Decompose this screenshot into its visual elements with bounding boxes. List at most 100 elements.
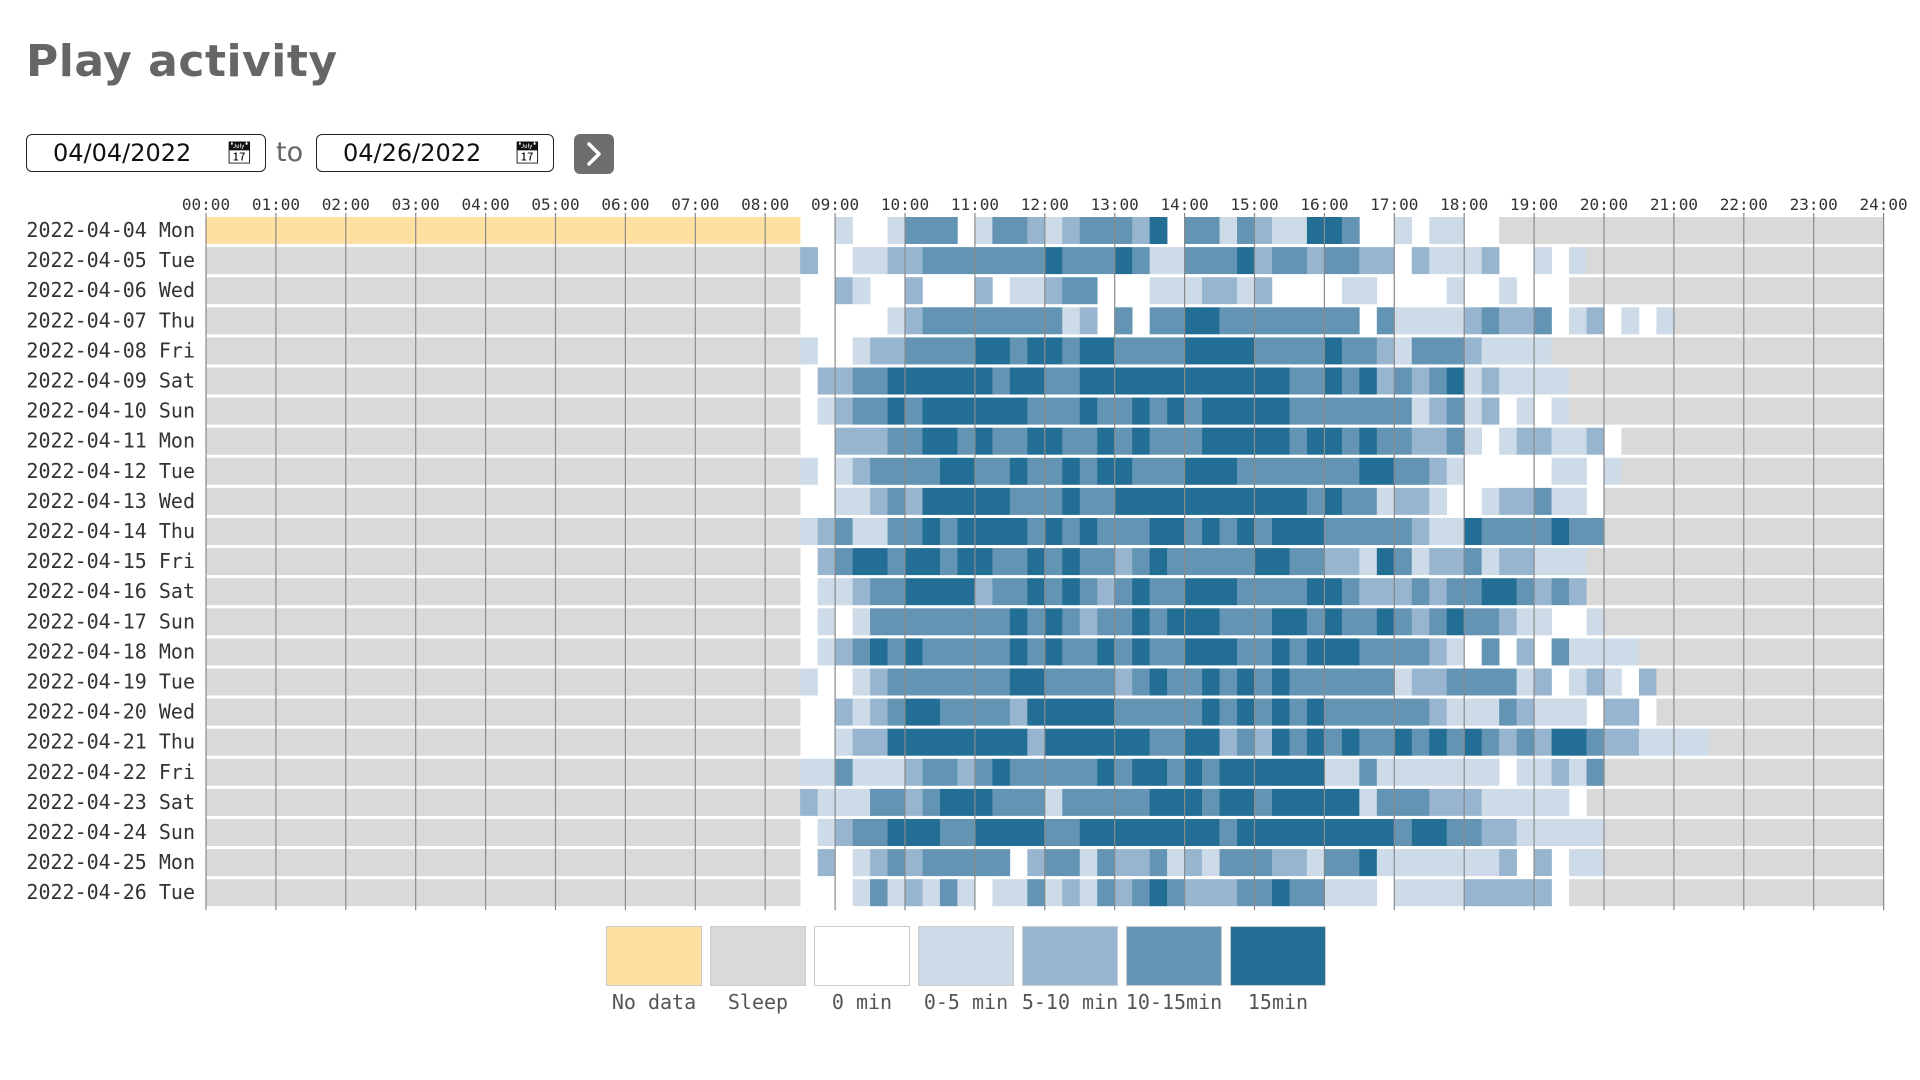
heatmap-cell [817, 788, 871, 816]
heatmap-cell [817, 638, 836, 666]
heatmap-cell [1534, 668, 1552, 696]
heatmap-cell [905, 307, 923, 335]
heatmap-cell [1464, 518, 1482, 545]
heatmap-cell [1062, 217, 1081, 244]
heatmap-cell [1044, 728, 1150, 756]
heatmap-cell [817, 608, 836, 636]
heatmap-cell [1464, 548, 1482, 576]
heatmap-cell [1534, 487, 1552, 515]
heatmap-cell [1429, 397, 1448, 425]
heatmap-cell [887, 397, 906, 425]
legend-item: No data [602, 926, 706, 1014]
heatmap-cell [1324, 367, 1343, 395]
end-date-input[interactable]: 04/26/2022 📅︎ [316, 134, 554, 172]
heatmap-cell [974, 217, 993, 244]
heatmap-cell [905, 698, 941, 726]
heatmap-cell [887, 487, 906, 515]
heatmap-cell [1394, 608, 1413, 636]
heatmap-cell [1027, 698, 1115, 726]
row-label: 2022-04-13 Wed [26, 489, 195, 513]
heatmap-cell [1149, 879, 1168, 907]
heatmap-cell [1027, 608, 1046, 636]
heatmap-cell [1079, 457, 1098, 485]
heatmap-cell [922, 849, 1011, 877]
heatmap-cell [1271, 638, 1290, 666]
heatmap-cell [1569, 367, 1884, 395]
heatmap-cell [1551, 457, 1587, 485]
heatmap-cell [1586, 728, 1605, 756]
heatmap-cell [1202, 788, 1220, 816]
apply-range-button[interactable] [574, 134, 614, 174]
heatmap-cell [206, 427, 801, 455]
x-tick-label: 24:00 [1860, 195, 1908, 214]
heatmap-cell [939, 819, 976, 846]
heatmap-cell [206, 879, 801, 907]
heatmap-cell [1044, 367, 1081, 395]
heatmap-cell [1149, 728, 1185, 756]
heatmap-cell [1184, 307, 1220, 335]
x-tick-label: 22:00 [1720, 195, 1768, 214]
heatmap-cell [1167, 879, 1185, 907]
heatmap-cell [206, 819, 801, 846]
heatmap-cell [1009, 698, 1028, 726]
x-tick-label: 19:00 [1510, 195, 1558, 214]
heatmap-cell [1586, 427, 1605, 455]
heatmap-cell [817, 849, 836, 877]
heatmap-cell [1429, 608, 1448, 636]
heatmap-cell [852, 367, 888, 395]
row-label: 2022-04-05 Tue [26, 248, 195, 272]
heatmap-cell [1149, 849, 1168, 877]
heatmap-cell [1586, 548, 1884, 576]
calendar-icon[interactable]: 📅︎ [225, 140, 253, 166]
heatmap-cell [1289, 548, 1325, 576]
heatmap-cell [1464, 427, 1482, 455]
heatmap-cell [1271, 668, 1290, 696]
heatmap-cell [939, 879, 958, 907]
heatmap-cell [1604, 457, 1622, 485]
legend: No data Sleep 0 min 0-5 min 5-10 min 10-15min… [602, 926, 1330, 1014]
heatmap-cell [1167, 548, 1255, 576]
heatmap-cell [1237, 698, 1255, 726]
heatmap-cell [974, 277, 993, 305]
heatmap-cell [1341, 367, 1360, 395]
heatmap-cell [1359, 427, 1378, 455]
heatmap-cell [1132, 638, 1150, 666]
heatmap-cell [1429, 578, 1448, 606]
heatmap-cell [206, 758, 801, 786]
heatmap-cell [905, 277, 923, 305]
heatmap-cell [1586, 247, 1884, 275]
heatmap-cell [1219, 849, 1273, 877]
heatmap-cell [1097, 879, 1115, 907]
heatmap-cell [922, 427, 958, 455]
heatmap-cell [1569, 397, 1884, 425]
heatmap-cell [1481, 337, 1552, 365]
heatmap-cell [887, 819, 941, 846]
heatmap-cell [992, 367, 1011, 395]
heatmap-cell [1324, 758, 1360, 786]
start-date-input[interactable]: 04/04/2022 📅︎ [26, 134, 266, 172]
calendar-icon[interactable]: 📅︎ [513, 140, 541, 166]
heatmap-cell [1132, 608, 1150, 636]
heatmap-cell [887, 217, 906, 244]
heatmap-cell [1359, 548, 1378, 576]
heatmap-cell [1429, 788, 1482, 816]
heatmap-cell [1481, 247, 1500, 275]
heatmap-cell [1062, 337, 1081, 365]
x-tick-label: 07:00 [671, 195, 719, 214]
heatmap-cell [1306, 487, 1325, 515]
heatmap-cell [1202, 668, 1220, 696]
heatmap-cell [1027, 638, 1046, 666]
heatmap-cell [1446, 457, 1465, 485]
heatmap-cell [1237, 277, 1255, 305]
heatmap-cell [1499, 487, 1535, 515]
heatmap-cell [1551, 578, 1570, 606]
heatmap-cell [1708, 728, 1884, 756]
heatmap-cell [1132, 548, 1150, 576]
heatmap-cell [974, 427, 993, 455]
heatmap-cell [1271, 518, 1325, 545]
heatmap-cell [1254, 728, 1273, 756]
heatmap-cell [870, 608, 1011, 636]
heatmap-cell [1604, 728, 1640, 756]
heatmap-cell [206, 578, 801, 606]
heatmap-cell [1289, 367, 1325, 395]
